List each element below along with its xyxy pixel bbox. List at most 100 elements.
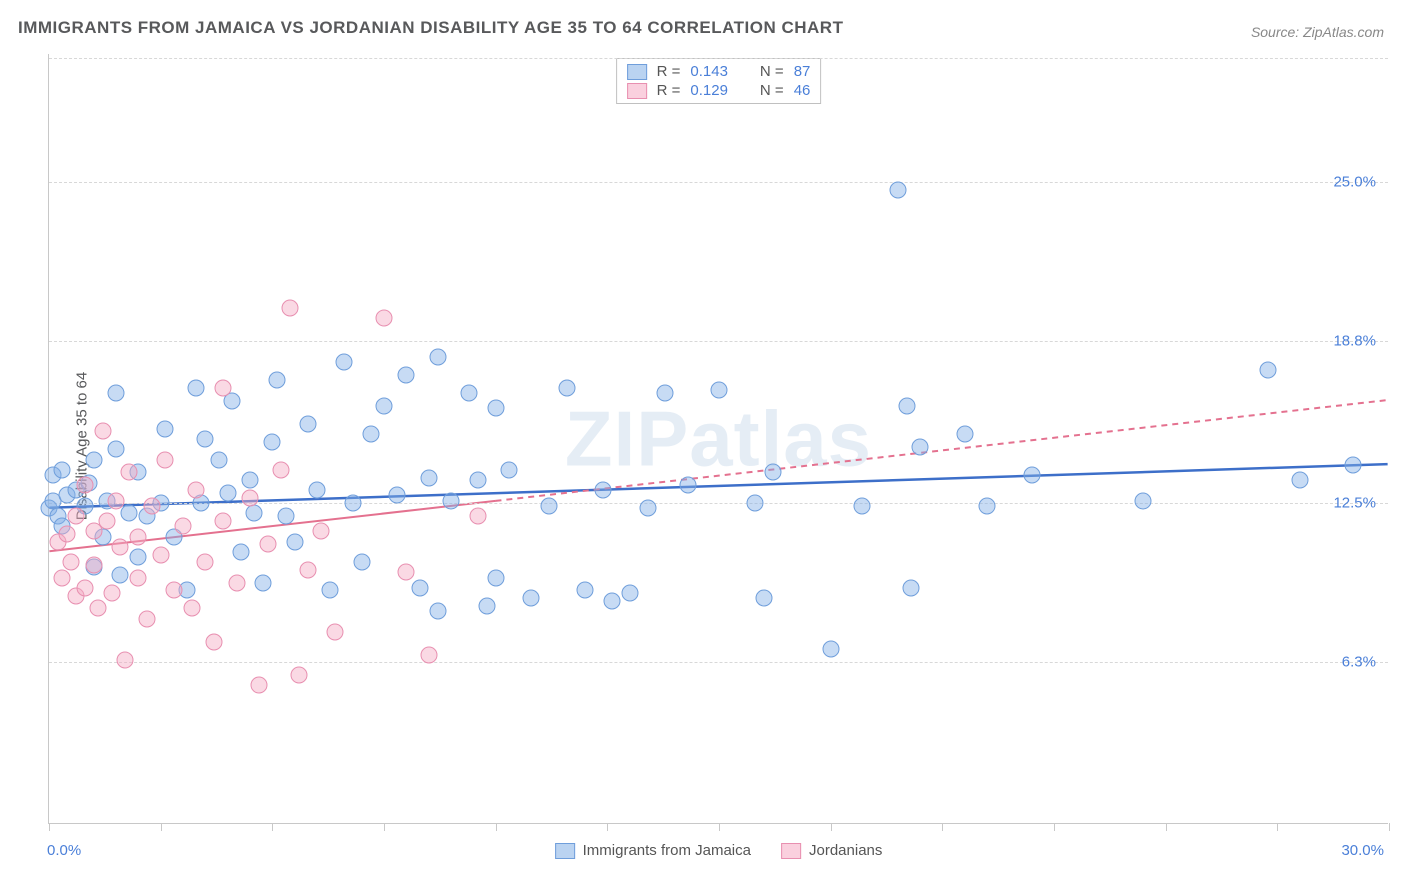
n-label: N = <box>760 63 784 80</box>
data-point-jamaica <box>577 582 594 599</box>
source-attribution: Source: ZipAtlas.com <box>1251 24 1384 40</box>
x-tick <box>1389 823 1390 831</box>
data-point-jamaica <box>1345 456 1362 473</box>
data-point-jamaica <box>335 354 352 371</box>
data-point-jordanian <box>112 538 129 555</box>
data-point-jamaica <box>242 472 259 489</box>
data-point-jamaica <box>639 500 656 517</box>
data-point-jordanian <box>228 574 245 591</box>
chart-title: IMMIGRANTS FROM JAMAICA VS JORDANIAN DIS… <box>18 18 843 38</box>
data-point-jamaica <box>559 379 576 396</box>
swatch-pink <box>781 843 801 859</box>
data-point-jordanian <box>130 528 147 545</box>
legend-label: Immigrants from Jamaica <box>583 842 751 859</box>
n-value-jordanian: 46 <box>794 82 811 99</box>
data-point-jordanian <box>250 677 267 694</box>
r-value-jordanian: 0.129 <box>690 82 728 99</box>
gridline <box>49 662 1388 663</box>
data-point-jamaica <box>112 567 129 584</box>
data-point-jamaica <box>755 590 772 607</box>
data-point-jamaica <box>188 379 205 396</box>
data-point-jamaica <box>300 415 317 432</box>
data-point-jamaica <box>376 397 393 414</box>
n-label: N = <box>760 82 784 99</box>
x-tick <box>384 823 385 831</box>
data-point-jordanian <box>108 492 125 509</box>
r-label: R = <box>657 63 681 80</box>
data-point-jamaica <box>889 182 906 199</box>
data-point-jamaica <box>344 495 361 512</box>
x-tick <box>719 823 720 831</box>
data-point-jordanian <box>63 554 80 571</box>
data-point-jordanian <box>157 451 174 468</box>
correlation-legend: R = 0.143 N = 87 R = 0.129 N = 46 <box>616 58 822 104</box>
data-point-jordanian <box>139 610 156 627</box>
data-point-jordanian <box>273 461 290 478</box>
data-point-jamaica <box>1135 492 1152 509</box>
x-tick <box>607 823 608 831</box>
data-point-jamaica <box>219 484 236 501</box>
x-tick <box>272 823 273 831</box>
y-tick-label: 12.5% <box>1333 495 1376 512</box>
data-point-jamaica <box>523 590 540 607</box>
x-tick <box>161 823 162 831</box>
data-point-jordanian <box>215 379 232 396</box>
data-point-jamaica <box>362 425 379 442</box>
data-point-jamaica <box>903 579 920 596</box>
data-point-jamaica <box>979 497 996 514</box>
data-point-jordanian <box>188 482 205 499</box>
data-point-jamaica <box>54 461 71 478</box>
swatch-pink <box>627 83 647 99</box>
x-tick <box>831 823 832 831</box>
data-point-jamaica <box>956 425 973 442</box>
legend-label: Jordanians <box>809 842 882 859</box>
data-point-jamaica <box>286 533 303 550</box>
data-point-jamaica <box>398 366 415 383</box>
gridline <box>49 182 1388 183</box>
data-point-jamaica <box>443 492 460 509</box>
data-point-jordanian <box>103 585 120 602</box>
data-point-jordanian <box>130 569 147 586</box>
x-tick <box>1166 823 1167 831</box>
data-point-jamaica <box>487 569 504 586</box>
data-point-jordanian <box>76 477 93 494</box>
data-point-jamaica <box>711 382 728 399</box>
data-point-jamaica <box>1260 361 1277 378</box>
data-point-jamaica <box>157 420 174 437</box>
data-point-jamaica <box>764 464 781 481</box>
data-point-jamaica <box>746 495 763 512</box>
data-point-jordanian <box>300 561 317 578</box>
data-point-jamaica <box>1291 472 1308 489</box>
data-point-jamaica <box>621 585 638 602</box>
data-point-jamaica <box>912 438 929 455</box>
data-point-jamaica <box>898 397 915 414</box>
data-point-jamaica <box>594 482 611 499</box>
data-point-jamaica <box>353 554 370 571</box>
legend-row-jamaica: R = 0.143 N = 87 <box>627 62 811 81</box>
data-point-jamaica <box>130 549 147 566</box>
scatter-plot-area: ZIPatlas R = 0.143 N = 87 R = 0.129 N = … <box>48 54 1388 824</box>
data-point-jamaica <box>853 497 870 514</box>
data-point-jordanian <box>215 513 232 530</box>
data-point-jamaica <box>197 431 214 448</box>
data-point-jordanian <box>183 600 200 617</box>
data-point-jamaica <box>487 400 504 417</box>
data-point-jordanian <box>90 600 107 617</box>
data-point-jamaica <box>108 441 125 458</box>
data-point-jamaica <box>85 451 102 468</box>
data-point-jamaica <box>233 543 250 560</box>
x-axis-min-label: 0.0% <box>47 842 81 859</box>
data-point-jamaica <box>1023 466 1040 483</box>
data-point-jamaica <box>657 384 674 401</box>
data-point-jordanian <box>166 582 183 599</box>
legend-item-jordanian: Jordanians <box>781 842 882 859</box>
data-point-jamaica <box>460 384 477 401</box>
y-tick-label: 6.3% <box>1342 654 1376 671</box>
x-tick <box>49 823 50 831</box>
r-label: R = <box>657 82 681 99</box>
data-point-jordanian <box>398 564 415 581</box>
data-point-jamaica <box>309 482 326 499</box>
data-point-jordanian <box>291 667 308 684</box>
data-point-jamaica <box>322 582 339 599</box>
x-tick <box>942 823 943 831</box>
